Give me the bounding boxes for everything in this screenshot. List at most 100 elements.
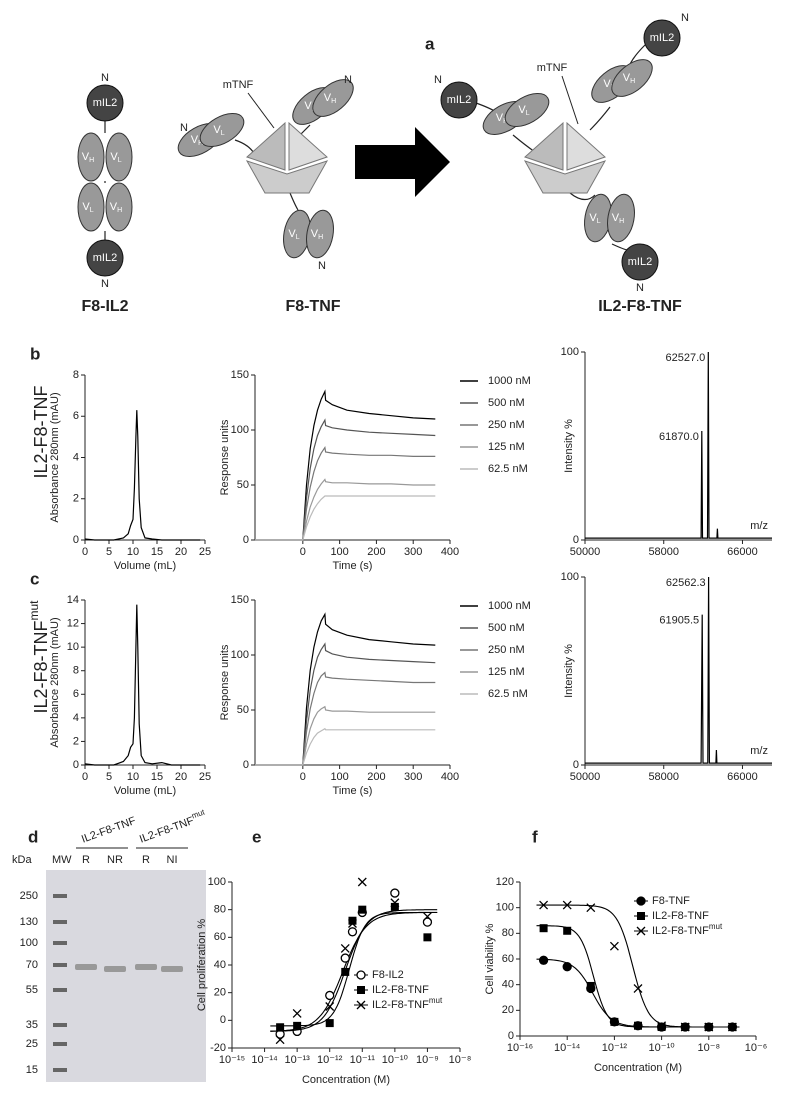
v-sub: H — [318, 234, 323, 241]
data-point — [390, 888, 400, 898]
protein-band — [161, 966, 183, 972]
y-tick-label: 0 — [73, 759, 79, 771]
legend-label: IL2-F8-TNF — [372, 984, 429, 996]
marker-label: 55 — [26, 984, 38, 996]
x-tick-label: 10⁻¹¹ — [350, 1054, 376, 1066]
v-label: VH — [623, 72, 635, 85]
lane-label: NR — [107, 854, 123, 866]
x-tick-label: 400 — [441, 771, 459, 783]
y-tick-label: 150 — [231, 594, 249, 606]
y-tick-label: 20 — [214, 987, 226, 999]
data-point — [562, 962, 572, 972]
marker-label: 250 — [20, 890, 38, 902]
x-tick-label: 10⁻⁸ — [449, 1054, 472, 1066]
ladder-band — [53, 1068, 67, 1072]
data-line — [255, 705, 436, 766]
x-tick-label: 5 — [106, 771, 112, 783]
v-letter: V — [496, 112, 504, 124]
n-terminus: N — [434, 74, 442, 86]
il2-domain — [643, 19, 681, 57]
y-tick-label: 0 — [573, 759, 579, 771]
peak-label: 61870.0 — [659, 431, 699, 443]
legend-label: 1000 nM — [488, 375, 531, 387]
legend-label: 62.5 nM — [488, 688, 528, 700]
legend-label: 62.5 nM — [488, 463, 528, 475]
v-sub: L — [296, 234, 300, 241]
y-tick-label: 0 — [508, 1030, 514, 1042]
x-tick-label: 10⁻¹⁴ — [554, 1042, 581, 1054]
y-tick-label: 100 — [231, 424, 249, 436]
x-tick-label: 0 — [300, 771, 306, 783]
v-letter: V — [304, 100, 312, 112]
data-point — [680, 1022, 690, 1032]
v-letter: V — [110, 151, 118, 163]
linker — [299, 124, 311, 136]
data-point — [356, 970, 366, 980]
v-label: VL — [589, 212, 600, 225]
marker-label: 130 — [20, 916, 38, 928]
y-tick-label: 4 — [73, 451, 79, 463]
data-line — [255, 727, 436, 766]
data-point — [609, 941, 619, 951]
data-point — [325, 1002, 335, 1011]
x-tick-label: 10 — [127, 771, 139, 783]
ladder-band — [53, 1023, 67, 1027]
n-terminus: N — [101, 72, 109, 84]
x-tick-label: 58000 — [648, 546, 679, 558]
ladder-band — [53, 963, 67, 967]
tnf-face — [566, 121, 606, 171]
x-tick-label: 10⁻⁸ — [697, 1042, 720, 1054]
panel-letter: a — [425, 34, 435, 53]
x-tick-label: 10⁻¹⁵ — [219, 1054, 245, 1066]
unit-label: kDa — [12, 854, 32, 866]
x-tick-label: 66000 — [727, 546, 758, 558]
data-point — [423, 933, 432, 942]
row-label: IL2-F8-TNFmut — [27, 600, 51, 714]
x-tick-label: 25 — [199, 546, 211, 558]
y-axis-label: Cell viability % — [484, 923, 496, 994]
legend-label: F8-TNF — [652, 895, 690, 907]
y-axis-label: Absorbance 280nm (mAU) — [49, 392, 61, 522]
data-point — [586, 903, 596, 913]
y-axis-label: Intensity % — [563, 419, 575, 473]
data-point — [325, 990, 335, 1001]
data-point — [340, 943, 350, 953]
v-letter: V — [589, 212, 597, 224]
mtnf-label: mTNF — [223, 79, 254, 91]
il2-domain — [86, 239, 124, 277]
il2-label: mIL2 — [447, 94, 471, 106]
data-point — [358, 905, 367, 914]
y-tick-label: 8 — [73, 369, 79, 381]
v-letter: V — [110, 201, 118, 213]
row-label: IL2-F8-TNF — [31, 385, 51, 478]
data-point — [356, 1000, 366, 1010]
v-letter: V — [623, 72, 631, 84]
protein-band — [104, 966, 126, 972]
x-tick-label: 300 — [404, 771, 422, 783]
data-point — [357, 986, 365, 994]
v-label: VH — [191, 134, 203, 147]
x-tick-label: 10⁻¹² — [602, 1042, 628, 1054]
y-tick-label: 12 — [67, 617, 79, 629]
data-point — [276, 1023, 285, 1032]
v-label: VH — [110, 201, 122, 214]
y-tick-label: 10 — [67, 641, 79, 653]
row-label-sup: mut — [27, 600, 41, 621]
fit-curve — [270, 909, 438, 1032]
x-tick-label: 20 — [175, 771, 187, 783]
x-tick-label: 20 — [175, 546, 187, 558]
ladder-band — [53, 894, 67, 898]
linker — [611, 243, 629, 251]
n-terminus: N — [180, 122, 188, 134]
x-tick-label: 15 — [151, 546, 163, 558]
y-tick-label: 0 — [243, 759, 249, 771]
data-point — [275, 1035, 285, 1045]
x-axis-label: Concentration (M) — [302, 1074, 390, 1086]
v-sub: H — [619, 218, 624, 225]
y-tick-label: 6 — [73, 410, 79, 422]
y-axis-label: Response units — [219, 644, 231, 720]
v-sub: H — [331, 98, 336, 105]
peak-label: 62527.0 — [666, 352, 706, 364]
data-point — [563, 926, 572, 935]
v-domain — [306, 209, 334, 259]
